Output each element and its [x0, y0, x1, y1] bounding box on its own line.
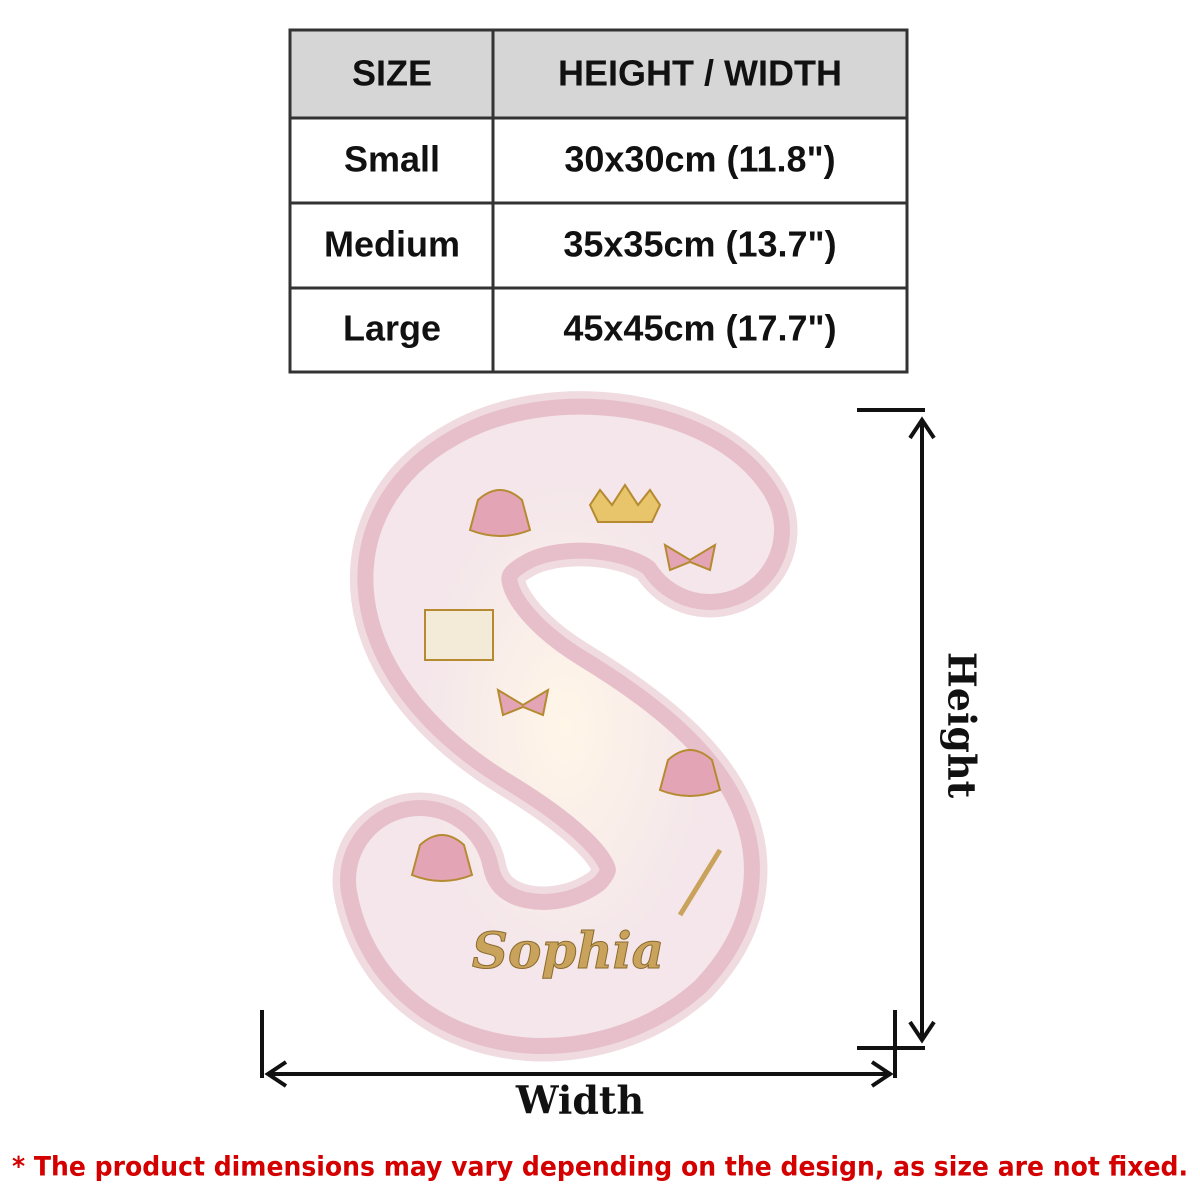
size-table: SIZE HEIGHT / WIDTH Small 30x30cm (11.8"… — [288, 28, 909, 374]
table-cell: 35x35cm (13.7") — [563, 224, 836, 265]
dress-icon — [468, 489, 532, 537]
table-cell: 45x45cm (17.7") — [563, 308, 836, 349]
arrow-head — [264, 1060, 288, 1088]
table-cell: Small — [344, 139, 440, 180]
table-border — [288, 28, 909, 374]
footnote: * The product dimensions may vary depend… — [12, 1152, 1188, 1183]
crown-icon — [588, 483, 662, 523]
bow-icon — [496, 687, 550, 717]
lamp-face — [356, 414, 774, 1038]
castle-icon — [424, 609, 494, 661]
decorations: Sophia — [410, 483, 723, 981]
bow-icon — [663, 542, 717, 572]
arrow-head — [870, 1060, 894, 1088]
width-label: Width — [515, 1078, 644, 1123]
s-lamp — [332, 391, 798, 1062]
header-cell: HEIGHT / WIDTH — [558, 53, 842, 94]
wand-icon — [677, 848, 723, 917]
height-label: Height — [940, 652, 985, 799]
arrow-head — [908, 1020, 936, 1044]
product-name: Sophia — [472, 921, 664, 980]
table-cell: 30x30cm (11.8") — [564, 139, 835, 180]
table-cell: Large — [343, 308, 441, 349]
header-row — [290, 30, 907, 118]
header-cell: SIZE — [352, 53, 432, 94]
table-cell: Medium — [324, 224, 460, 265]
dress-icon — [658, 749, 722, 797]
dimension-markers — [260, 408, 936, 1088]
arrow-head — [908, 416, 936, 440]
dress-icon — [410, 834, 474, 882]
